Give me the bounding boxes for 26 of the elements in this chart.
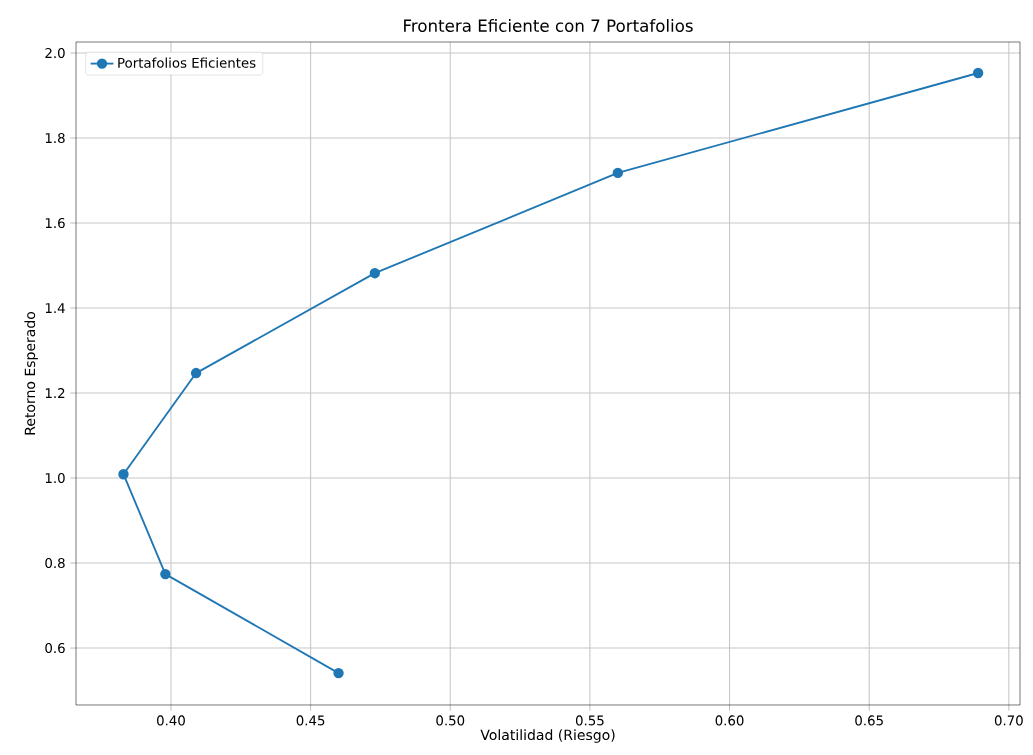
x-tick-label: 0.50 bbox=[436, 715, 465, 726]
chart-title: Frontera Eficiente con 7 Portafolios bbox=[404, 19, 693, 32]
x-tick-label: 0.45 bbox=[296, 715, 325, 726]
point bbox=[333, 667, 344, 679]
y-tick-label: 1.8 bbox=[45, 132, 65, 144]
point bbox=[972, 67, 984, 79]
y-tick-label: 0.8 bbox=[45, 557, 65, 569]
y-axis-title: Retorno Esperado bbox=[24, 311, 38, 435]
point bbox=[118, 469, 129, 480]
x-axis-title: Volatilidad (Riesgo) bbox=[480, 729, 615, 743]
y-tick-label: 1.2 bbox=[45, 388, 65, 398]
point bbox=[612, 167, 624, 179]
point bbox=[369, 267, 381, 279]
y-tick-label: 1.0 bbox=[45, 472, 65, 484]
y-tick-label: 2.0 bbox=[45, 47, 65, 59]
x-tick-label: 0.55 bbox=[575, 715, 604, 726]
point bbox=[190, 367, 202, 379]
legend-label: Portafolios Eficientes bbox=[118, 57, 256, 68]
y-tick-label: 0.6 bbox=[45, 642, 65, 654]
y-tick-label: 1.4 bbox=[45, 303, 65, 313]
x-tick-label: 0.60 bbox=[715, 715, 744, 726]
point bbox=[160, 568, 171, 580]
x-tick-label: 0.70 bbox=[994, 715, 1023, 726]
x-tick-label: 0.65 bbox=[855, 715, 883, 726]
x-tick-label: 0.40 bbox=[157, 715, 185, 726]
y-tick-label: 1.6 bbox=[45, 217, 65, 229]
